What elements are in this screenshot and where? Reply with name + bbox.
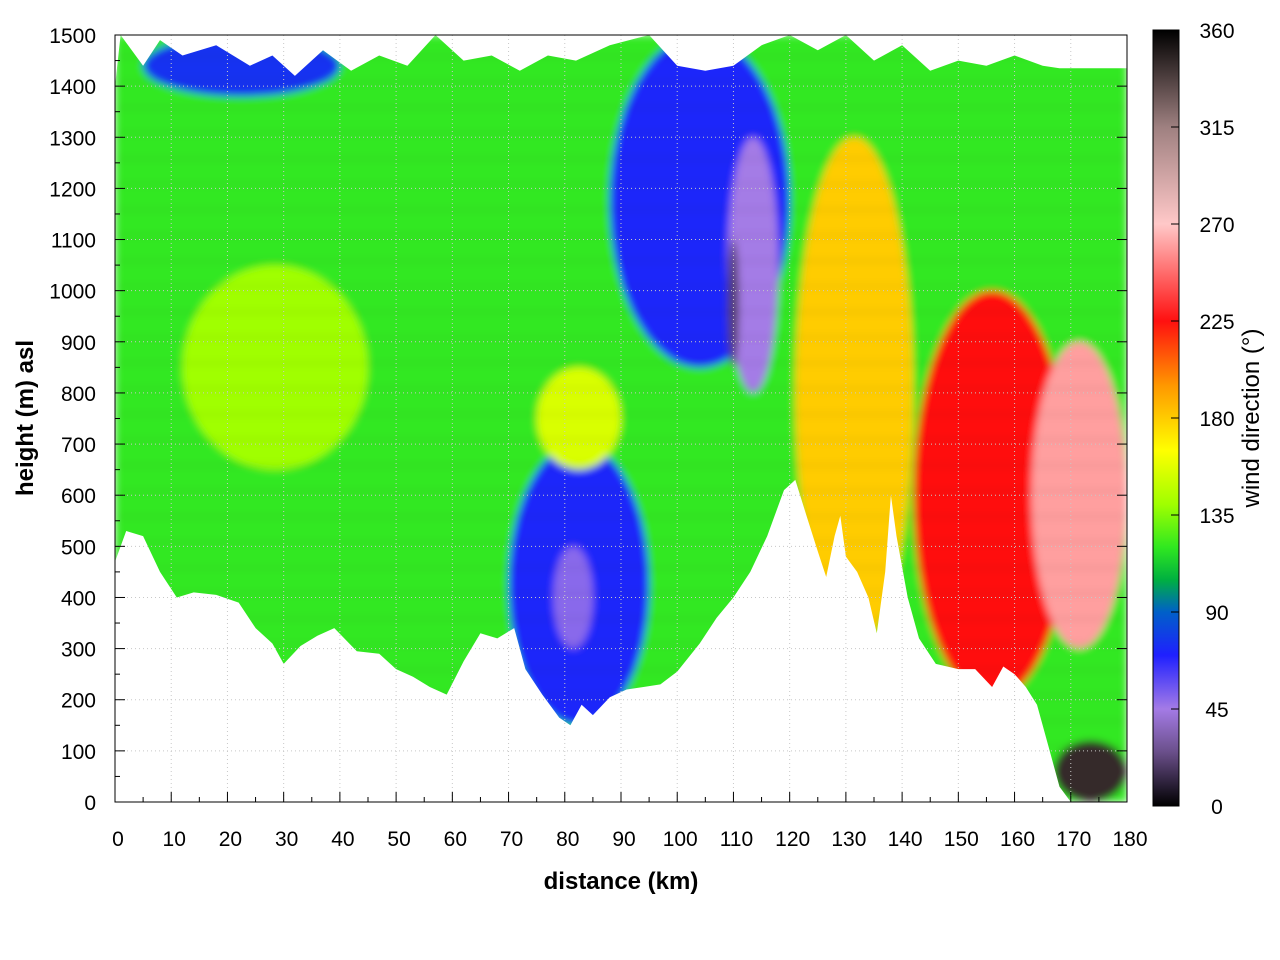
colorbar-ticks: 0 45 90 135 180 225 270 315 360 [1171,20,1235,819]
region-west-yellowgreen-core [182,265,368,470]
x-axis: 0 10 20 30 40 50 60 70 80 90 100 110 120 130 140 150 160… [112,792,1148,851]
field-band [115,131,1127,136]
colorbar-tick-label: 270 [1199,214,1234,237]
x-tick-label: 180 [1112,828,1147,851]
y-tick-label: 800 [61,383,96,406]
colorbar-tick-label: 315 [1199,117,1234,140]
y-tick-label: 1000 [49,281,96,304]
x-tick-label: 0 [112,828,124,851]
y-axis: 0 100 200 300 400 500 600 700 800 900 1000 1100 1200… [49,25,1127,815]
region-yellow-patch [536,367,621,470]
x-tick-label: 120 [775,828,810,851]
colorbar-tick-label: 45 [1205,699,1228,722]
x-tick-label: 130 [831,828,866,851]
x-tick-label: 140 [888,828,923,851]
x-tick-label: 20 [219,828,242,851]
colorbar-tick-label: 0 [1211,796,1223,819]
x-tick-label: 30 [275,828,298,851]
region-lilac-core-low [553,546,593,649]
colorbar: 0 45 90 135 180 225 270 315 360 wind direction (… [1152,20,1265,819]
field-band [115,310,1127,315]
field-band [115,770,1127,775]
x-tick-label: 50 [387,828,410,851]
x-tick-label: 10 [163,828,186,851]
field-band [115,540,1127,545]
region-orange-yellow [795,137,914,649]
field-band [115,335,1127,340]
y-tick-label: 400 [61,587,96,610]
field-band [115,284,1127,289]
y-tick-label: 600 [61,485,96,508]
x-tick-label: 170 [1056,828,1091,851]
field-band [115,514,1127,519]
field-band [115,156,1127,161]
y-tick-label: 300 [61,639,96,662]
y-tick-label: 1100 [51,230,96,253]
y-tick-label: 900 [61,332,96,355]
y-tick-label: 700 [61,434,96,457]
field-band [115,616,1127,621]
region-upper-blue-streaks [143,35,340,97]
colorbar-tick-label: 135 [1199,505,1234,528]
colorbar-tick-label: 180 [1199,408,1234,431]
x-tick-label: 70 [500,828,523,851]
x-tick-label: 160 [1000,828,1035,851]
x-tick-label: 40 [331,828,354,851]
field-band [115,412,1127,417]
y-tick-label: 200 [61,690,96,713]
colorbar-tick-label: 225 [1199,311,1234,334]
field-band [115,259,1127,263]
x-tick-label: 90 [612,828,635,851]
field-band [115,386,1127,391]
field-band [115,642,1127,647]
x-tick-label: 100 [663,828,698,851]
field-band [115,463,1127,468]
y-tick-label: 1400 [49,76,96,99]
x-tick-label: 80 [556,828,579,851]
y-axis-title: height (m) asl [12,340,39,496]
y-tick-label: 1200 [49,178,96,201]
field-band [115,54,1127,59]
y-tick-label: 0 [84,792,96,815]
heatmap-field [115,35,1127,802]
field-band [115,80,1127,84]
y-tick-label: 1500 [49,25,96,48]
x-axis-title: distance (km) [544,868,699,895]
colorbar-tick-label: 360 [1199,20,1234,43]
colorbar-gradient [1152,29,1180,807]
field-band [115,207,1127,212]
field-band [115,182,1127,187]
x-tick-label: 60 [444,828,467,851]
x-tick-label: 110 [720,828,753,851]
region-violet-spikes [727,137,779,393]
x-tick-label: 150 [944,828,979,851]
y-tick-label: 100 [61,741,96,764]
colorbar-tick-label: 90 [1205,602,1228,625]
colorbar-title: wind direction (°) [1238,329,1265,509]
field-band [115,668,1127,672]
field-band [115,591,1127,596]
y-tick-label: 1300 [49,127,96,150]
y-tick-label: 500 [61,536,96,559]
field-band [115,744,1127,749]
